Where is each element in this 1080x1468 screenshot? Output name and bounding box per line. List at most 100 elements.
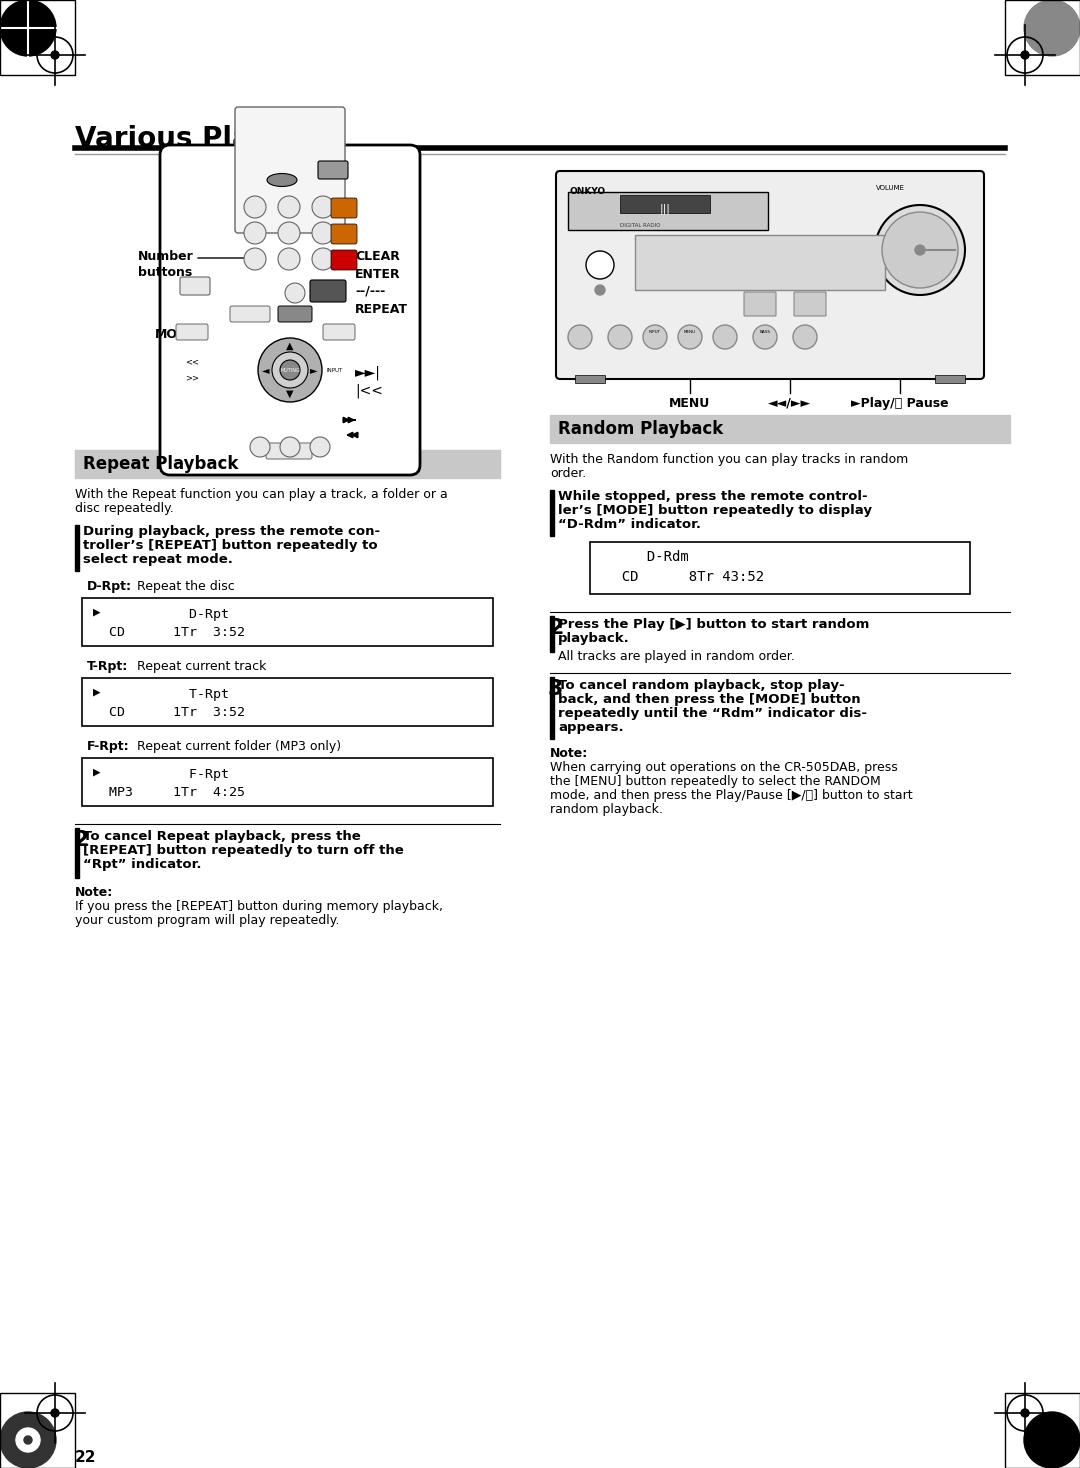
Text: troller’s [REPEAT] button repeatedly to: troller’s [REPEAT] button repeatedly to xyxy=(83,539,378,552)
Circle shape xyxy=(643,324,667,349)
Text: CLR: CLR xyxy=(291,288,300,294)
Text: DIRECT: DIRECT xyxy=(312,442,327,446)
Circle shape xyxy=(280,360,300,380)
Text: CD      1Tr  3:52: CD 1Tr 3:52 xyxy=(93,706,245,719)
Text: Repeat Playback: Repeat Playback xyxy=(83,455,239,473)
Text: ►►|: ►►| xyxy=(355,366,381,380)
Text: CLEAR: CLEAR xyxy=(355,250,400,263)
Text: <<: << xyxy=(185,358,199,367)
Circle shape xyxy=(244,197,266,219)
Text: ◄: ◄ xyxy=(262,366,270,374)
Circle shape xyxy=(244,248,266,270)
Text: STANDBY/ON: STANDBY/ON xyxy=(266,175,298,179)
Text: SLEEP: SLEEP xyxy=(185,333,200,338)
Text: 3: 3 xyxy=(548,680,564,699)
Text: ►Play/⏸ Pause: ►Play/⏸ Pause xyxy=(851,396,949,410)
Text: F-Rpt:: F-Rpt: xyxy=(87,740,130,753)
Text: A: A xyxy=(343,229,347,235)
Text: VOLUME: VOLUME xyxy=(876,185,905,191)
Circle shape xyxy=(312,222,334,244)
Bar xyxy=(1005,1393,1080,1468)
Text: 5: 5 xyxy=(286,223,292,233)
Text: To cancel random playback, stop play-: To cancel random playback, stop play- xyxy=(558,680,845,691)
Circle shape xyxy=(278,248,300,270)
Text: select repeat mode.: select repeat mode. xyxy=(83,553,233,567)
Text: When carrying out operations on the CR-505DAB, press: When carrying out operations on the CR-5… xyxy=(550,760,897,774)
Text: VOLUME: VOLUME xyxy=(273,344,296,348)
Circle shape xyxy=(278,222,300,244)
Text: MODE: MODE xyxy=(287,316,302,320)
Text: repeatedly until the “Rdm” indicator dis-: repeatedly until the “Rdm” indicator dis… xyxy=(558,708,867,719)
Bar xyxy=(82,597,492,646)
Ellipse shape xyxy=(267,173,297,186)
Text: [REPEAT] button repeatedly to turn off the: [REPEAT] button repeatedly to turn off t… xyxy=(83,844,404,857)
Text: 6: 6 xyxy=(320,223,326,233)
Text: ENTER: ENTER xyxy=(355,269,401,280)
Circle shape xyxy=(312,248,334,270)
Bar xyxy=(75,828,79,878)
Bar xyxy=(635,235,885,291)
Circle shape xyxy=(882,211,958,288)
Circle shape xyxy=(793,324,816,349)
Text: Press the Play [▶] button to start random: Press the Play [▶] button to start rando… xyxy=(558,618,869,631)
Text: CDV/TUNER: CDV/TUNER xyxy=(278,452,302,457)
Circle shape xyxy=(249,437,270,457)
Circle shape xyxy=(915,245,924,255)
Text: ◄◄/►►: ◄◄/►► xyxy=(769,396,811,410)
Text: DIGITAL RADIO: DIGITAL RADIO xyxy=(620,223,661,228)
Bar xyxy=(75,451,500,479)
FancyBboxPatch shape xyxy=(235,107,345,233)
Text: back, and then press the [MODE] button: back, and then press the [MODE] button xyxy=(558,693,861,706)
Text: 22: 22 xyxy=(75,1450,96,1465)
Text: Repeat the disc: Repeat the disc xyxy=(137,580,234,593)
Circle shape xyxy=(285,283,305,302)
Circle shape xyxy=(586,251,615,279)
Circle shape xyxy=(1021,51,1029,59)
Text: 9: 9 xyxy=(320,250,326,258)
Circle shape xyxy=(258,338,322,402)
Text: All tracks are played in random order.: All tracks are played in random order. xyxy=(558,650,795,664)
Circle shape xyxy=(310,437,330,457)
Text: appears.: appears. xyxy=(558,721,623,734)
Text: ENTER: ENTER xyxy=(319,295,337,299)
Bar xyxy=(568,192,768,230)
Circle shape xyxy=(312,197,334,219)
Text: “D-Rdm” indicator.: “D-Rdm” indicator. xyxy=(558,518,701,531)
Text: ▶: ▶ xyxy=(93,766,100,780)
Text: Various Playback: Various Playback xyxy=(75,125,341,153)
Circle shape xyxy=(753,324,777,349)
Text: AIR: AIR xyxy=(286,442,294,446)
Text: ONKYO: ONKYO xyxy=(570,186,606,197)
Text: Number
buttons: Number buttons xyxy=(138,250,193,279)
Text: |<<: |<< xyxy=(355,383,383,398)
Text: ▲: ▲ xyxy=(286,341,294,351)
FancyBboxPatch shape xyxy=(160,145,420,476)
Text: INPUT: INPUT xyxy=(332,333,347,338)
Text: 2: 2 xyxy=(548,618,564,639)
Circle shape xyxy=(0,1412,56,1468)
Circle shape xyxy=(0,0,56,56)
Text: ►: ► xyxy=(310,366,318,374)
Text: CLOCK
CALL: CLOCK CALL xyxy=(326,173,340,182)
FancyBboxPatch shape xyxy=(794,292,826,316)
Bar xyxy=(550,617,554,652)
FancyBboxPatch shape xyxy=(176,324,208,341)
Text: F-Rpt: F-Rpt xyxy=(93,768,229,781)
FancyBboxPatch shape xyxy=(266,443,312,459)
FancyBboxPatch shape xyxy=(180,277,210,295)
Text: “Rpt” indicator.: “Rpt” indicator. xyxy=(83,857,202,871)
Text: CD      1Tr  3:52: CD 1Tr 3:52 xyxy=(93,625,245,639)
FancyBboxPatch shape xyxy=(323,324,355,341)
Text: T-Rpt: T-Rpt xyxy=(93,688,229,702)
Circle shape xyxy=(51,1409,59,1417)
Text: ▶: ▶ xyxy=(93,606,100,619)
Text: MP3     1Tr  4:25: MP3 1Tr 4:25 xyxy=(93,785,245,799)
Circle shape xyxy=(568,324,592,349)
Text: With the Random function you can play tracks in random: With the Random function you can play tr… xyxy=(550,454,908,465)
Text: TUN: TUN xyxy=(339,204,351,208)
Text: With the Repeat function you can play a track, a folder or a: With the Repeat function you can play a … xyxy=(75,487,448,501)
Circle shape xyxy=(1024,1412,1080,1468)
Text: |||: ||| xyxy=(660,203,671,213)
Bar xyxy=(1005,0,1080,75)
Bar xyxy=(590,542,970,595)
